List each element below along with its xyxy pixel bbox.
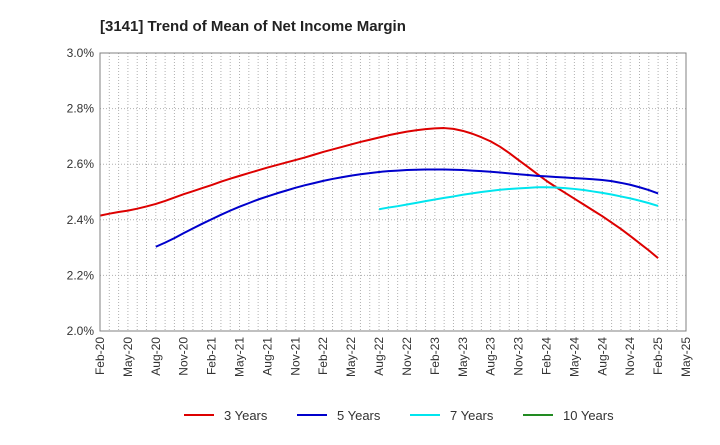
x-tick-label: May-22 (344, 337, 358, 377)
x-tick-label: Feb-24 (539, 337, 553, 375)
y-tick-label: 2.8% (67, 102, 95, 116)
series-lines (99, 127, 659, 259)
x-tick-label: May-23 (456, 337, 470, 377)
x-tick-label: Aug-21 (260, 337, 274, 376)
legend-label-3: 7 Years (450, 408, 494, 423)
x-tick-label: Feb-20 (93, 337, 107, 375)
x-tick-label: Aug-24 (595, 337, 609, 376)
plot-frame (99, 52, 687, 332)
series-line-1 (99, 127, 659, 259)
x-tick-label: Aug-20 (149, 337, 163, 376)
x-tick-label: May-20 (121, 337, 135, 377)
x-tick-label: Feb-25 (651, 337, 665, 375)
x-tick-label: Aug-22 (372, 337, 386, 376)
y-tick-label: 2.4% (67, 213, 95, 227)
legend: 3 Years 5 Years 7 Years 10 Years (184, 408, 614, 423)
y-axis-ticks: 2.0% 2.2% 2.4% 2.6% 2.8% 3.0% (67, 46, 95, 338)
x-axis-ticks: Feb-20 May-20 Aug-20 Nov-20 Feb-21 May-21 Aug-… (93, 337, 693, 377)
chart-title: [3141] Trend of Mean of Net Income Margi… (100, 18, 406, 35)
x-tick-label: Nov-23 (512, 337, 526, 376)
x-tick-label: Nov-21 (288, 337, 302, 376)
x-tick-label: Feb-22 (316, 337, 330, 375)
x-tick-label: Aug-23 (484, 337, 498, 376)
legend-label-4: 10 Years (563, 408, 614, 423)
y-tick-label: 2.2% (67, 268, 95, 282)
grid (99, 52, 687, 332)
x-tick-label: Nov-20 (177, 337, 191, 376)
x-tick-label: Nov-22 (400, 337, 414, 376)
y-tick-label: 3.0% (67, 46, 95, 60)
x-tick-label: Feb-23 (428, 337, 442, 375)
series-line-3 (378, 186, 659, 211)
x-tick-label: Feb-21 (205, 337, 219, 375)
x-tick-label: May-24 (567, 337, 581, 377)
x-tick-label: May-25 (679, 337, 693, 377)
legend-label-2: 5 Years (337, 408, 381, 423)
legend-label-1: 3 Years (224, 408, 268, 423)
series-line-2 (155, 168, 659, 248)
y-tick-label: 2.6% (67, 157, 95, 171)
x-tick-label: May-21 (233, 337, 247, 377)
y-tick-label: 2.0% (67, 324, 95, 338)
x-tick-label: Nov-24 (623, 337, 637, 376)
